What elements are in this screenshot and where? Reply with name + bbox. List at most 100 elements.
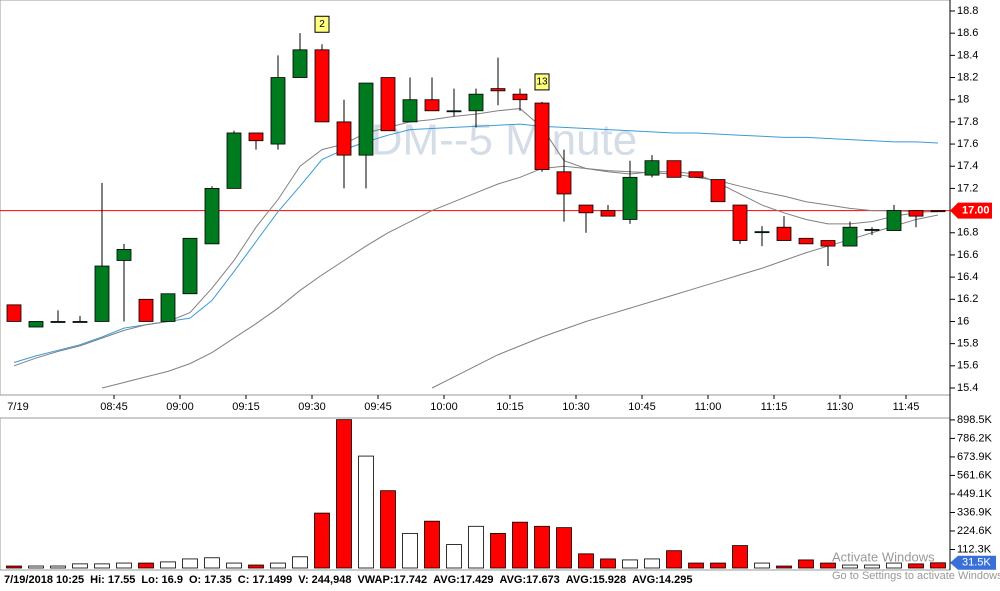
candle-body	[622, 176, 638, 220]
y-tick-label: 18.4	[957, 49, 978, 61]
candle-body	[644, 160, 660, 176]
status-field: Hi: 17.55	[90, 574, 136, 586]
candle-body	[688, 171, 704, 178]
candle-body	[490, 88, 506, 92]
candle-body	[578, 204, 594, 214]
candle-body	[336, 121, 352, 156]
x-tick-label: 11:45	[893, 401, 920, 413]
y-tick-label: 15.6	[957, 360, 978, 372]
volume-bar	[248, 564, 264, 569]
volume-bar	[556, 527, 572, 569]
y-tick-label: 16.4	[957, 271, 978, 283]
x-tick-label: 10:45	[628, 401, 656, 413]
candle-body	[798, 237, 814, 245]
candle-body	[116, 248, 132, 261]
volume-bar	[600, 558, 616, 569]
y-tick-label: 16	[957, 315, 969, 327]
volume-tick-label: 112.3K	[957, 543, 992, 555]
x-tick-label: 09:30	[298, 401, 326, 413]
candle-body	[600, 210, 616, 217]
volume-bar	[270, 562, 286, 569]
x-tick-label: 11:00	[695, 401, 722, 413]
price-panel	[0, 0, 951, 396]
y-tick-label: 18.6	[957, 27, 978, 39]
status-field: AVG:15.928	[565, 574, 627, 586]
candle-body	[776, 226, 792, 241]
y-tick-label: 17.4	[957, 160, 978, 172]
volume-bar	[930, 562, 946, 569]
volume-bar	[226, 562, 242, 569]
volume-bar	[116, 562, 132, 569]
volume-bar	[28, 565, 44, 569]
candle-body	[732, 204, 748, 241]
volume-bar	[776, 565, 792, 569]
candle-body	[50, 321, 66, 323]
candle-body	[446, 110, 462, 113]
candle-body	[556, 171, 572, 195]
y-tick-label: 17.6	[957, 138, 978, 150]
volume-bar	[292, 556, 308, 569]
volume-bar	[754, 562, 770, 569]
x-tick-label: 11:15	[761, 401, 788, 413]
candle-body	[886, 210, 902, 231]
volume-tick-label: 673.9K	[957, 451, 993, 463]
candle-body	[314, 49, 330, 123]
candle-body	[270, 77, 286, 145]
signal-label: 2	[319, 19, 325, 30]
volume-bar	[336, 419, 352, 569]
x-tick-label: 09:45	[364, 401, 392, 413]
volume-bar	[72, 563, 88, 569]
candle-body	[534, 102, 550, 170]
candle-body	[72, 321, 88, 323]
y-tick-label: 18.2	[957, 71, 978, 83]
candle-body	[204, 188, 220, 245]
volume-bar	[94, 563, 110, 569]
candle-body	[402, 99, 418, 123]
candle-body	[160, 293, 176, 322]
status-field: Lo: 16.9	[141, 574, 183, 586]
candle-body	[710, 179, 726, 203]
y-tick-label: 18	[957, 94, 969, 106]
y-tick-label: 16.6	[957, 249, 978, 261]
volume-bar	[446, 544, 462, 569]
candle-body	[6, 304, 22, 322]
y-tick-label: 16.8	[957, 227, 978, 239]
volume-bar	[490, 532, 506, 569]
volume-tick-label: 786.2K	[957, 432, 993, 444]
signal-box	[314, 15, 330, 33]
volume-bar	[50, 565, 66, 569]
candle-body	[512, 93, 528, 101]
status-field: AVG:17.429	[433, 574, 494, 586]
volume-bar	[710, 562, 726, 569]
volume-bar	[358, 455, 374, 569]
candle-body	[468, 93, 484, 112]
candle-body	[754, 231, 770, 234]
volume-tag	[950, 555, 996, 570]
candle-body	[424, 99, 440, 112]
status-field: AVG:17.673	[499, 574, 560, 586]
volume-bar	[578, 553, 594, 569]
y-tick-label: 17.2	[957, 182, 978, 194]
status-field: V: 244,948	[298, 574, 352, 586]
volume-tick-label: 336.9K	[957, 506, 993, 518]
volume-bar	[886, 562, 902, 569]
signal-box	[534, 73, 550, 91]
watermark-title: DM--5 Minute	[371, 116, 638, 165]
volume-tag-label: 31.5K	[962, 557, 991, 569]
candle-body	[666, 160, 682, 178]
candle-body	[358, 82, 374, 156]
candle-body	[182, 237, 198, 295]
os-watermark: Activate Windows	[832, 549, 935, 564]
volume-tick-label: 898.5K	[957, 414, 993, 426]
volume-bar	[204, 557, 220, 569]
status-bar: 7/19/2018 10:25 Hi: 17.55 Lo: 16.9 O: 17.35…	[4, 574, 698, 586]
volume-bar	[666, 550, 682, 569]
price-tag-label: 17.00	[962, 204, 990, 216]
volume-bar	[820, 562, 836, 569]
candle-body	[292, 49, 308, 78]
volume-bar	[864, 564, 880, 569]
x-tick-label: 09:15	[232, 401, 260, 413]
moving-average	[101, 165, 938, 389]
